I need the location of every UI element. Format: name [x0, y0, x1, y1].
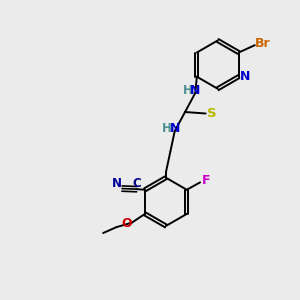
Text: O: O — [122, 217, 132, 230]
Text: H: H — [162, 122, 172, 135]
Text: N: N — [240, 70, 250, 83]
Text: N: N — [112, 177, 122, 190]
Text: H: H — [182, 84, 192, 97]
Text: C: C — [132, 177, 141, 190]
Text: N: N — [169, 122, 180, 135]
Text: F: F — [202, 174, 210, 188]
Text: N: N — [190, 84, 200, 97]
Text: S: S — [207, 107, 217, 120]
Text: Br: Br — [255, 37, 271, 50]
